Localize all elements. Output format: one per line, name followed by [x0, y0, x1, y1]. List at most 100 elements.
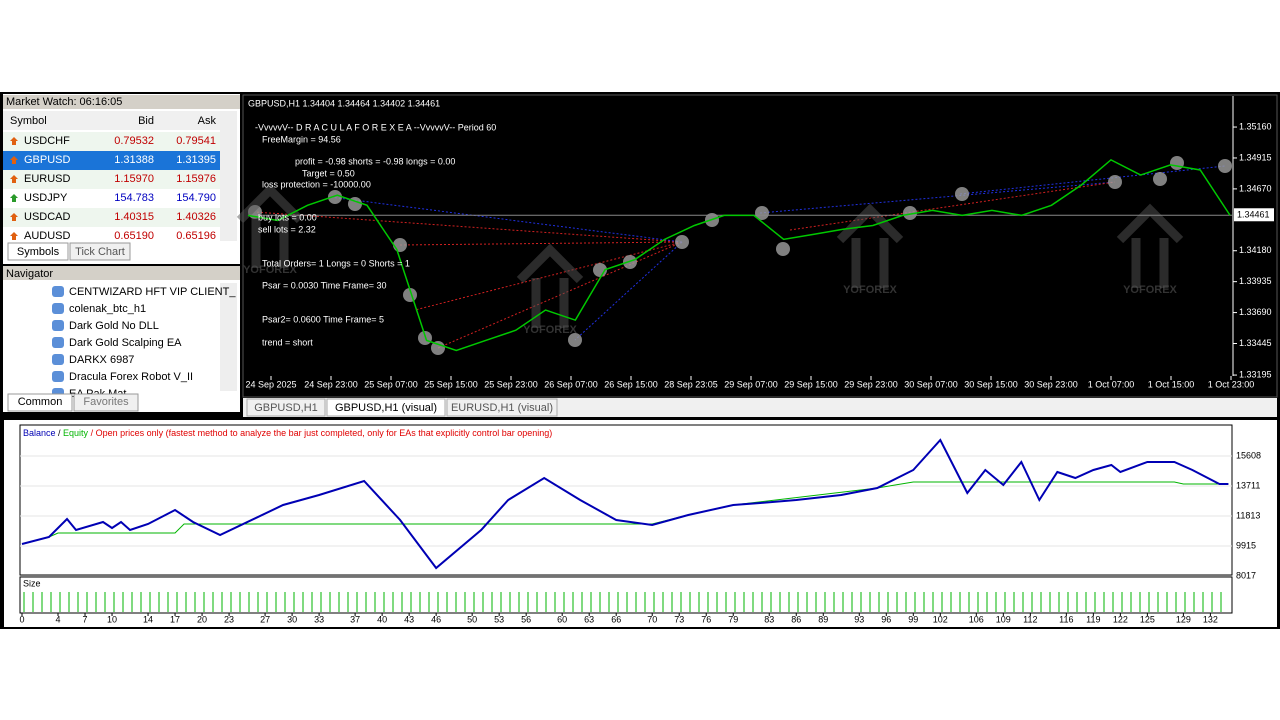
chart-tab-label: EURUSD,H1 (visual)	[451, 402, 553, 414]
watermark: YOFOREX	[523, 324, 577, 336]
column-header: Ask	[198, 115, 217, 127]
x-tick-label: 83	[764, 614, 774, 624]
time-label: 26 Sep 07:00	[544, 379, 598, 389]
time-label: 29 Sep 15:00	[784, 379, 838, 389]
bid: 1.31388	[114, 154, 154, 166]
scrollbar[interactable]	[220, 111, 237, 241]
row-bg[interactable]	[3, 132, 220, 151]
y-tick-label: 13711	[1236, 480, 1260, 490]
chart-tab[interactable]	[246, 398, 326, 417]
arrow-icon	[10, 232, 18, 240]
symbol: USDCHF	[24, 135, 70, 147]
x-tick-label: 79	[728, 614, 738, 624]
ask: 154.790	[176, 192, 216, 204]
bid: 1.15970	[114, 173, 154, 185]
x-tick-label: 14	[143, 614, 153, 624]
ea-info: buy lots = 0.00	[258, 212, 317, 222]
time-label: 25 Sep 15:00	[424, 379, 478, 389]
time-label: 26 Sep 15:00	[604, 379, 658, 389]
chart-header: GBPUSD,H1 1.34404 1.34464 1.34402 1.3446…	[248, 98, 440, 108]
time-label: 1 Oct 23:00	[1208, 379, 1255, 389]
x-tick-label: 86	[791, 614, 801, 624]
tab[interactable]	[69, 242, 131, 261]
row-bg[interactable]	[3, 151, 220, 170]
current-price-box	[1234, 208, 1274, 222]
y-tick-label: 8017	[1236, 570, 1256, 580]
ea-icon	[52, 337, 64, 348]
price-tick-label: 1.34180	[1239, 245, 1272, 255]
bid: 1.40315	[114, 211, 154, 223]
navigator-item[interactable]: Dracula Forex Robot V_II	[69, 371, 193, 383]
tab-label: Favorites	[83, 396, 129, 408]
row-bg[interactable]	[3, 208, 220, 227]
price-tick-label: 1.34670	[1239, 183, 1272, 193]
ea-info: -VvvvvV-- D R A C U L A F O R E X E A --…	[255, 122, 496, 132]
chart-tab[interactable]	[326, 398, 446, 417]
y-tick-label: 11813	[1236, 510, 1260, 520]
time-label: 30 Sep 15:00	[964, 379, 1018, 389]
time-label: 24 Sep 2025	[245, 379, 296, 389]
watermark: YOFOREX	[1123, 284, 1177, 296]
arrow-icon	[10, 156, 18, 164]
ask: 1.31395	[176, 154, 216, 166]
tab[interactable]	[7, 242, 69, 261]
symbol: AUDUSD	[24, 230, 71, 242]
ask: 1.15976	[176, 173, 216, 185]
x-tick-label: 132	[1203, 614, 1218, 624]
chart-tab-label: GBPUSD,H1 (visual)	[335, 402, 437, 414]
ask: 1.40326	[176, 211, 216, 223]
arrow-icon	[10, 213, 18, 221]
ea-info: Total Orders= 1 Longs = 0 Shorts = 1	[262, 258, 410, 268]
x-tick-label: 93	[854, 614, 864, 624]
navigator-item[interactable]: CENTWIZARD HFT VIP CLIENT_	[69, 286, 236, 298]
ea-icon	[52, 286, 64, 297]
x-tick-label: 66	[611, 614, 621, 624]
x-tick-label: 109	[996, 614, 1011, 624]
navigator-item[interactable]: colenak_btc_h1	[69, 303, 146, 315]
x-tick-label: 76	[701, 614, 711, 624]
x-tick-label: 43	[404, 614, 414, 624]
tab[interactable]	[7, 393, 73, 412]
navigator-item[interactable]: Dark Gold Scalping EA	[69, 337, 182, 349]
price-tick-label: 1.34915	[1239, 152, 1272, 162]
ea-info: Target = 0.50	[302, 168, 355, 178]
watermark-logo	[836, 203, 904, 288]
legend-item: Equity	[63, 428, 89, 438]
x-tick-label: 122	[1113, 614, 1128, 624]
y-tick-label: 9915	[1236, 540, 1256, 550]
navigator-item[interactable]: DARKX 6987	[69, 354, 134, 366]
x-tick-label: 89	[818, 614, 828, 624]
chart-tab[interactable]	[446, 398, 558, 417]
row-bg[interactable]	[3, 170, 220, 189]
time-label: 30 Sep 23:00	[1024, 379, 1078, 389]
x-tick-label: 96	[881, 614, 891, 624]
watermark-logo	[236, 183, 304, 268]
arrow-icon	[10, 194, 18, 202]
x-tick-label: 20	[197, 614, 207, 624]
x-tick-label: 112	[1023, 614, 1037, 624]
x-tick-label: 99	[908, 614, 918, 624]
x-tick-label: 73	[674, 614, 684, 624]
scrollbar[interactable]	[220, 283, 237, 391]
navigator-item[interactable]: Dark Gold No DLL	[69, 320, 159, 332]
bid: 154.783	[114, 192, 154, 204]
x-tick-label: 102	[933, 614, 948, 624]
x-tick-label: 106	[969, 614, 984, 624]
bid: 0.65190	[114, 230, 154, 242]
market-watch-titlebar	[3, 95, 240, 109]
x-tick-label: 129	[1176, 614, 1191, 624]
tab[interactable]	[73, 393, 139, 412]
time-label: 28 Sep 23:05	[664, 379, 718, 389]
x-tick-label: 4	[56, 614, 61, 624]
y-tick-label: 15608	[1236, 450, 1261, 460]
ea-info: profit = -0.98 shorts = -0.98 longs = 0.…	[295, 156, 455, 166]
tab-label: Symbols	[17, 246, 60, 258]
row-bg[interactable]	[3, 189, 220, 208]
x-tick-label: 116	[1059, 614, 1073, 624]
panel-title: Market Watch: 06:16:05	[6, 96, 122, 108]
time-label: 1 Oct 07:00	[1088, 379, 1135, 389]
x-tick-label: 40	[377, 614, 387, 624]
ea-icon	[52, 320, 64, 331]
row-bg[interactable]	[3, 227, 220, 246]
